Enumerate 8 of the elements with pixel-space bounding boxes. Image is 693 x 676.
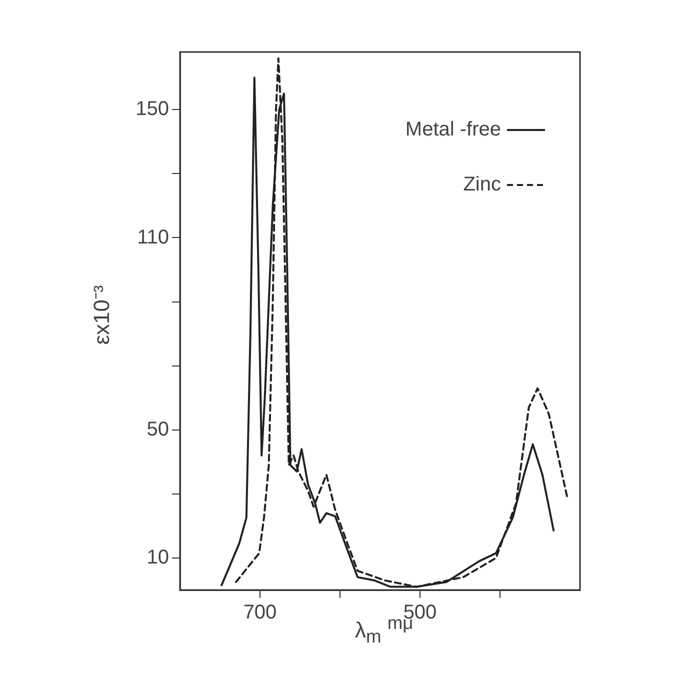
y-axis-title: εx10⁻³: [88, 285, 115, 345]
y-tick-label: 150: [136, 98, 169, 120]
legend-label: Zinc: [463, 174, 501, 196]
legend-label: Metal -free: [405, 118, 501, 141]
y-tick-label: 10: [146, 546, 169, 568]
y-tick-label: 110: [137, 226, 169, 248]
y-tick-label: 50: [146, 418, 169, 440]
x-tick-label: 700: [243, 602, 277, 624]
